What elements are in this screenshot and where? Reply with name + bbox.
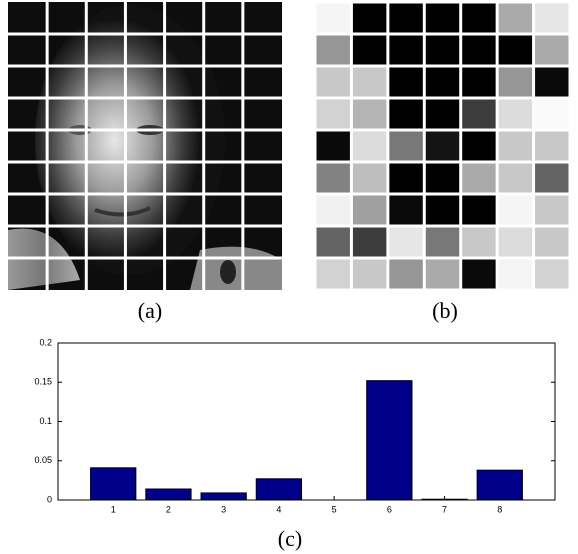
- x-tick-label: 2: [166, 504, 171, 514]
- bar: [90, 467, 137, 501]
- bar: [200, 492, 247, 501]
- cell: [389, 35, 423, 65]
- cell: [316, 163, 350, 193]
- cell: [535, 227, 569, 257]
- bar: [255, 478, 303, 501]
- cell: [535, 67, 569, 97]
- face-image: [8, 2, 282, 290]
- cell: [389, 3, 423, 33]
- cell: [425, 99, 460, 129]
- cell: [316, 99, 350, 129]
- cell: [425, 163, 460, 193]
- cell: [425, 259, 460, 289]
- cell: [389, 195, 423, 225]
- cell: [535, 35, 569, 65]
- bar: [476, 469, 523, 501]
- cell: [316, 35, 350, 65]
- cell: [352, 3, 387, 33]
- cell: [462, 227, 496, 257]
- y-tick-label: 0.1: [39, 416, 52, 426]
- cell: [389, 227, 423, 257]
- cell: [352, 67, 387, 97]
- cell: [316, 67, 350, 97]
- plot-frame: [57, 342, 556, 501]
- cell: [462, 3, 496, 33]
- cell: [352, 99, 387, 129]
- y-tick-label: 0.2: [39, 337, 52, 347]
- cell: [425, 131, 460, 161]
- cell: [425, 227, 460, 257]
- cell: [425, 35, 460, 65]
- caption: (a): [138, 298, 162, 323]
- x-tick-label: 3: [221, 504, 226, 514]
- cell: [462, 163, 496, 193]
- cell: [462, 99, 496, 129]
- x-tick-label: 8: [497, 504, 502, 514]
- cell: [462, 195, 496, 225]
- cell: [316, 227, 350, 257]
- cell: [535, 195, 569, 225]
- grid-panel: [316, 3, 569, 289]
- x-tick-label: 4: [276, 504, 281, 514]
- x-tick-label: 5: [332, 504, 337, 514]
- x-tick-label: 7: [442, 504, 447, 514]
- bar: [145, 488, 192, 501]
- cell: [535, 259, 569, 289]
- cell: [498, 259, 533, 289]
- y-tick-label: 0.15: [34, 377, 52, 387]
- cell: [352, 227, 387, 257]
- bar: [366, 380, 413, 501]
- cell: [462, 131, 496, 161]
- caption: (b): [432, 298, 458, 323]
- cell: [498, 227, 533, 257]
- cell: [498, 99, 533, 129]
- cell: [535, 99, 569, 129]
- cell: [535, 3, 569, 33]
- cell: [316, 3, 350, 33]
- cell: [498, 67, 533, 97]
- x-tick-label: 1: [111, 504, 116, 514]
- cell: [316, 131, 350, 161]
- cell: [352, 131, 387, 161]
- cell: [352, 259, 387, 289]
- cell: [389, 99, 423, 129]
- cell: [498, 35, 533, 65]
- cell: [389, 131, 423, 161]
- cell: [316, 195, 350, 225]
- x-tick-label: 6: [387, 504, 392, 514]
- cell: [498, 195, 533, 225]
- cell: [535, 131, 569, 161]
- cell: [316, 259, 350, 289]
- cell: [462, 67, 496, 97]
- cell: [389, 67, 423, 97]
- bar-chart: 0 0.05 0.1 0.15 0.2 1 2 3 4 5 6 7 8: [34, 337, 556, 514]
- bar: [421, 498, 468, 501]
- y-tick-label: 0.05: [34, 455, 52, 465]
- cell: [389, 163, 423, 193]
- cell: [352, 163, 387, 193]
- cell: [498, 131, 533, 161]
- caption: (c): [278, 526, 302, 551]
- cell: [498, 3, 533, 33]
- cell: [462, 259, 496, 289]
- cell: [535, 163, 569, 193]
- cell: [425, 195, 460, 225]
- cell: [425, 3, 460, 33]
- cell: [462, 35, 496, 65]
- cell: [352, 195, 387, 225]
- cell: [352, 35, 387, 65]
- y-tick-label: 0: [47, 494, 52, 504]
- cell: [425, 67, 460, 97]
- cell: [498, 163, 533, 193]
- cell: [389, 259, 423, 289]
